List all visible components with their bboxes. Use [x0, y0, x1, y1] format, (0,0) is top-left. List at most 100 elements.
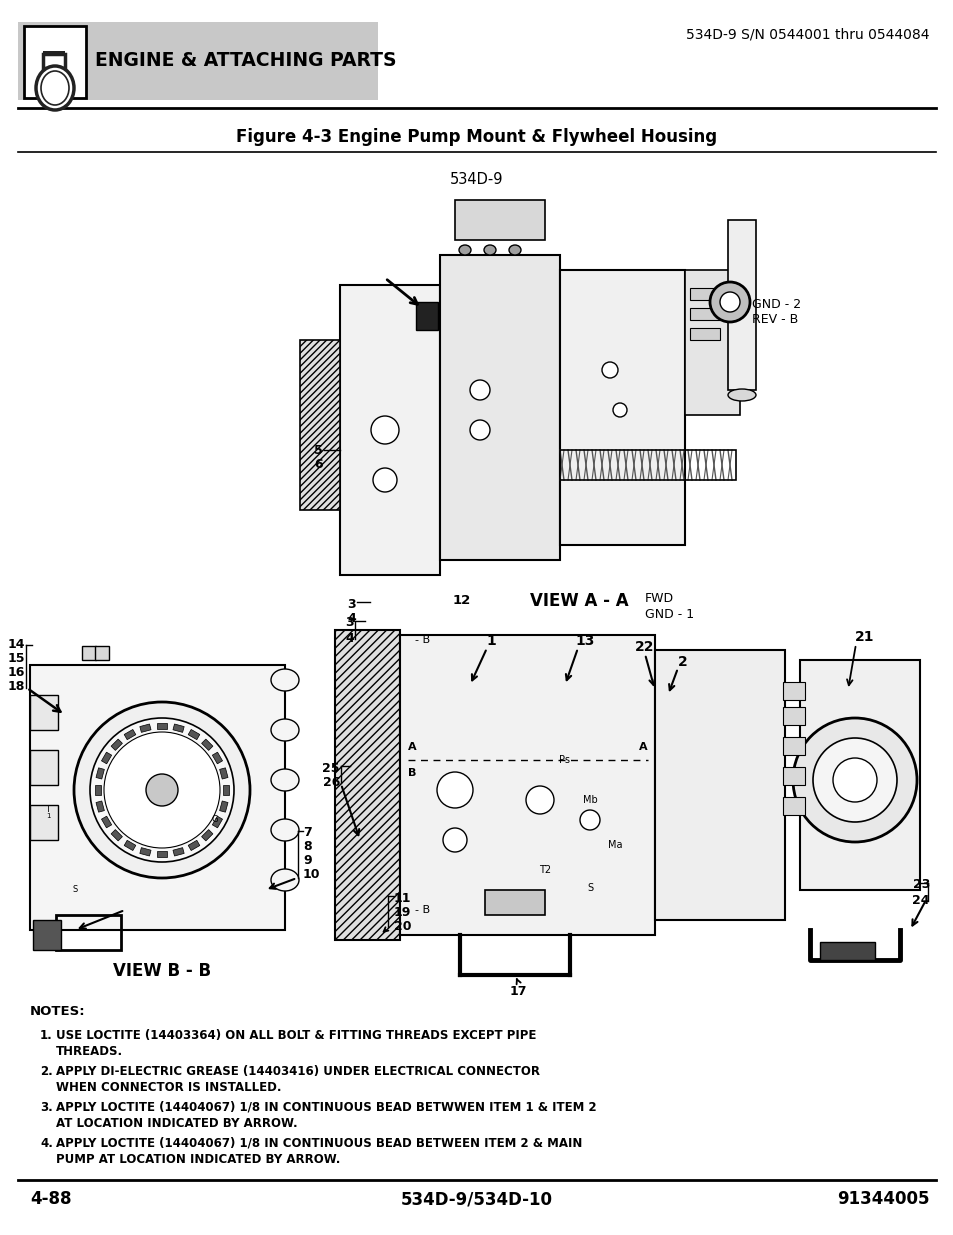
- Circle shape: [812, 739, 896, 823]
- Text: G: G: [212, 815, 218, 825]
- Text: 19: 19: [394, 905, 411, 919]
- Bar: [111, 830, 122, 841]
- Bar: [95, 785, 101, 795]
- Bar: [188, 840, 199, 851]
- Text: FWD: FWD: [644, 592, 674, 605]
- Text: APPLY LOCTITE (14404067) 1/8 IN CONTINUOUS BEAD BETWEEN ITEM 2 & MAIN: APPLY LOCTITE (14404067) 1/8 IN CONTINUO…: [56, 1137, 581, 1150]
- Text: T: T: [46, 805, 51, 815]
- Bar: [455, 200, 544, 240]
- Bar: [727, 220, 755, 390]
- Text: - B: - B: [415, 905, 430, 915]
- Bar: [140, 847, 151, 856]
- Ellipse shape: [271, 669, 298, 692]
- Text: REV - B: REV - B: [751, 312, 798, 326]
- Bar: [43, 51, 65, 56]
- Circle shape: [373, 468, 396, 492]
- Text: 25: 25: [322, 762, 339, 774]
- Circle shape: [720, 291, 740, 312]
- Circle shape: [442, 827, 467, 852]
- Bar: [124, 730, 135, 740]
- Text: VIEW B - B: VIEW B - B: [112, 962, 211, 981]
- Bar: [335, 630, 399, 940]
- Text: VIEW A - A: VIEW A - A: [530, 592, 628, 610]
- Ellipse shape: [458, 245, 471, 254]
- Bar: [33, 920, 61, 950]
- Bar: [188, 730, 199, 740]
- Text: 6: 6: [314, 458, 323, 472]
- Text: GND - 1: GND - 1: [644, 608, 694, 621]
- Text: Ps: Ps: [558, 755, 570, 764]
- Bar: [82, 646, 96, 659]
- Circle shape: [146, 774, 178, 806]
- Bar: [43, 54, 65, 68]
- Text: 12: 12: [453, 594, 471, 606]
- Bar: [219, 802, 228, 813]
- Bar: [30, 664, 285, 930]
- Bar: [18, 22, 377, 100]
- Bar: [96, 768, 104, 779]
- Bar: [213, 752, 222, 763]
- Bar: [484, 890, 544, 915]
- Text: 1: 1: [46, 813, 51, 819]
- Text: A: A: [639, 742, 647, 752]
- Circle shape: [832, 758, 876, 802]
- Text: 10: 10: [303, 868, 320, 882]
- Text: PUMP AT LOCATION INDICATED BY ARROW.: PUMP AT LOCATION INDICATED BY ARROW.: [56, 1153, 340, 1166]
- Text: 4: 4: [345, 631, 354, 645]
- Bar: [339, 285, 439, 576]
- Bar: [559, 270, 684, 545]
- Bar: [101, 816, 112, 827]
- Text: 23: 23: [912, 878, 929, 892]
- Text: 21: 21: [854, 630, 874, 643]
- Text: 3: 3: [345, 616, 354, 630]
- Bar: [201, 739, 213, 751]
- Bar: [399, 635, 655, 935]
- Text: 20: 20: [394, 920, 411, 932]
- Bar: [782, 797, 804, 815]
- Bar: [800, 659, 919, 890]
- Text: S: S: [586, 883, 593, 893]
- Bar: [124, 840, 135, 851]
- Bar: [689, 329, 720, 340]
- Bar: [782, 706, 804, 725]
- Text: Ma: Ma: [607, 840, 621, 850]
- Circle shape: [470, 380, 490, 400]
- Circle shape: [709, 282, 749, 322]
- Text: Figure 4-3 Engine Pump Mount & Flywheel Housing: Figure 4-3 Engine Pump Mount & Flywheel …: [236, 128, 717, 146]
- Bar: [299, 340, 339, 510]
- Ellipse shape: [483, 245, 496, 254]
- Bar: [213, 816, 222, 827]
- Circle shape: [613, 403, 626, 417]
- Circle shape: [90, 718, 233, 862]
- Text: T2: T2: [538, 864, 551, 876]
- Text: AT LOCATION INDICATED BY ARROW.: AT LOCATION INDICATED BY ARROW.: [56, 1116, 297, 1130]
- Bar: [559, 450, 735, 480]
- Bar: [689, 288, 720, 300]
- Text: A: A: [408, 742, 416, 752]
- Text: 4-88: 4-88: [30, 1191, 71, 1208]
- Text: 534D-9 S/N 0544001 thru 0544084: 534D-9 S/N 0544001 thru 0544084: [686, 28, 929, 42]
- Text: 26: 26: [322, 776, 339, 788]
- Bar: [157, 851, 167, 857]
- Text: 1: 1: [485, 634, 496, 648]
- Text: GND - 2: GND - 2: [751, 298, 801, 311]
- Text: WHEN CONNECTOR IS INSTALLED.: WHEN CONNECTOR IS INSTALLED.: [56, 1081, 281, 1094]
- Bar: [439, 254, 559, 559]
- Text: 16: 16: [8, 667, 25, 679]
- Circle shape: [579, 810, 599, 830]
- Circle shape: [74, 701, 250, 878]
- Circle shape: [525, 785, 554, 814]
- Ellipse shape: [271, 869, 298, 890]
- Bar: [157, 722, 167, 729]
- Ellipse shape: [271, 719, 298, 741]
- Bar: [689, 308, 720, 320]
- Circle shape: [371, 416, 398, 445]
- Circle shape: [601, 362, 618, 378]
- Ellipse shape: [727, 389, 755, 401]
- Text: 18: 18: [8, 680, 25, 694]
- Text: - B: - B: [415, 635, 430, 645]
- Text: 2.: 2.: [40, 1065, 52, 1078]
- Text: APPLY DI-ELECTRIC GREASE (14403416) UNDER ELECTRICAL CONNECTOR: APPLY DI-ELECTRIC GREASE (14403416) UNDE…: [56, 1065, 539, 1078]
- Circle shape: [470, 420, 490, 440]
- Text: 11: 11: [394, 892, 411, 904]
